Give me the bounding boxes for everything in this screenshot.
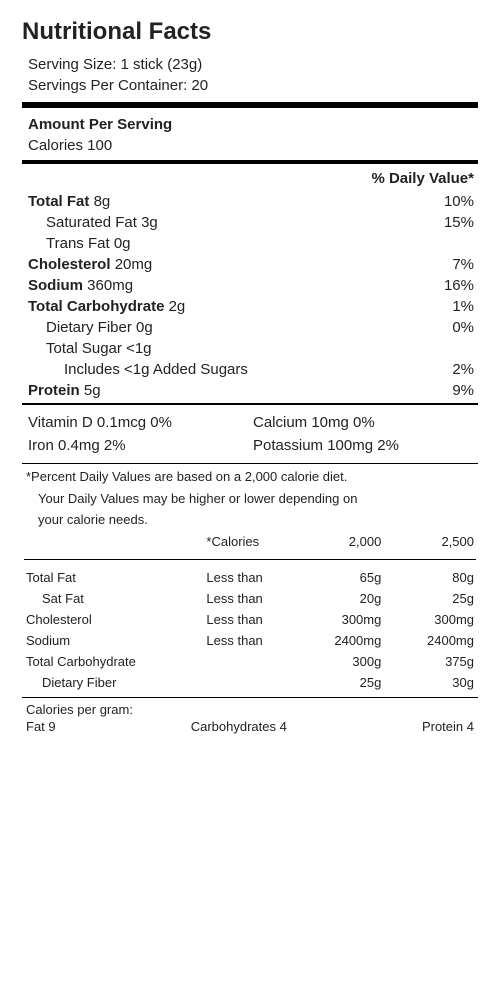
nutrient-dv: 1% bbox=[452, 298, 474, 315]
calories-per-gram-row: Fat 9 Carbohydrates 4 Protein 4 bbox=[22, 719, 478, 734]
calories-header: *Calories bbox=[204, 531, 304, 552]
footnote-line1: *Percent Daily Values are based on a 2,0… bbox=[26, 468, 478, 486]
nutrient-sat-fat: Saturated Fat 3g 15% bbox=[22, 214, 478, 231]
divider bbox=[22, 403, 478, 405]
table-row: Sat Fat Less than 20g 25g bbox=[22, 588, 478, 609]
calcium: Calcium 10mg 0% bbox=[253, 414, 478, 431]
cpg-protein: Protein 4 bbox=[422, 719, 474, 734]
footnote-line3: your calorie needs. bbox=[26, 511, 478, 529]
nutrient-label: Sodium bbox=[28, 277, 83, 294]
nutrient-sodium: Sodium 360mg 16% bbox=[22, 277, 478, 294]
cpg-fat: Fat 9 bbox=[26, 719, 56, 734]
nutrient-amount: 0g bbox=[114, 235, 131, 252]
nutrient-amount: 3g bbox=[141, 214, 158, 231]
vitamins-grid: Vitamin D 0.1mcg 0% Calcium 10mg 0% Iron… bbox=[22, 411, 478, 457]
iron: Iron 0.4mg 2% bbox=[28, 437, 253, 454]
nutrient-dv: 15% bbox=[444, 214, 474, 231]
nutrient-amount: 360mg bbox=[87, 277, 133, 294]
nutrient-cholesterol: Cholesterol 20mg 7% bbox=[22, 256, 478, 273]
title: Nutritional Facts bbox=[22, 18, 478, 46]
nutrient-label: Total Fat bbox=[28, 193, 89, 210]
nutrient-amount: 8g bbox=[94, 193, 111, 210]
nutrient-amount: 0g bbox=[136, 319, 153, 336]
table-row: Dietary Fiber 25g 30g bbox=[22, 672, 478, 693]
daily-value-header: % Daily Value* bbox=[22, 170, 478, 187]
calories-per-gram-label: Calories per gram: bbox=[26, 702, 478, 717]
divider bbox=[22, 102, 478, 108]
nutrient-dv: 10% bbox=[444, 193, 474, 210]
nutrient-label: Trans Fat bbox=[46, 235, 110, 252]
nutrient-dv: 9% bbox=[452, 382, 474, 399]
col-2000-header: 2,000 bbox=[305, 531, 392, 552]
table-header-row: *Calories 2,000 2,500 bbox=[22, 531, 478, 552]
nutrient-trans-fat: Trans Fat 0g bbox=[22, 235, 478, 252]
divider bbox=[22, 697, 478, 698]
divider bbox=[24, 559, 476, 560]
nutrient-added-sugar: Includes <1g Added Sugars 2% bbox=[22, 361, 478, 378]
table-row: Total Carbohydrate 300g 375g bbox=[22, 651, 478, 672]
footnote-line2: Your Daily Values may be higher or lower… bbox=[26, 490, 478, 508]
serving-size: Serving Size: 1 stick (23g) bbox=[28, 56, 478, 73]
nutrient-amount: 5g bbox=[84, 382, 101, 399]
nutrient-label: Dietary Fiber bbox=[46, 319, 132, 336]
calories-line: Calories 100 bbox=[28, 137, 478, 154]
nutrient-protein: Protein 5g 9% bbox=[22, 382, 478, 399]
nutrient-total-carb: Total Carbohydrate 2g 1% bbox=[22, 298, 478, 315]
nutrient-dv: 16% bbox=[444, 277, 474, 294]
nutrient-amount: 20mg bbox=[115, 256, 153, 273]
table-row: Total Fat Less than 65g 80g bbox=[22, 567, 478, 588]
amount-per-serving-heading: Amount Per Serving bbox=[28, 116, 478, 133]
nutrient-total-fat: Total Fat 8g 10% bbox=[22, 193, 478, 210]
servings-per-container: Servings Per Container: 20 bbox=[28, 77, 478, 94]
nutrient-dv: 7% bbox=[452, 256, 474, 273]
nutrient-label: Protein bbox=[28, 382, 80, 399]
table-row: Sodium Less than 2400mg 2400mg bbox=[22, 630, 478, 651]
nutrient-label: Total Sugar bbox=[46, 340, 122, 357]
dv-reference-table: *Calories 2,000 2,500 Total Fat Less tha… bbox=[22, 531, 478, 693]
nutrient-amount: <1g bbox=[126, 340, 151, 357]
nutrient-sugar: Total Sugar <1g bbox=[22, 340, 478, 357]
nutrient-amount: 2g bbox=[169, 298, 186, 315]
nutrient-label: Includes <1g Added Sugars bbox=[64, 361, 248, 378]
divider bbox=[22, 463, 478, 464]
nutrient-label: Cholesterol bbox=[28, 256, 111, 273]
divider bbox=[22, 160, 478, 164]
col-2500-header: 2,500 bbox=[391, 531, 478, 552]
nutrient-label: Total Carbohydrate bbox=[28, 298, 164, 315]
cpg-carb: Carbohydrates 4 bbox=[191, 719, 287, 734]
nutrient-dv: 0% bbox=[452, 319, 474, 336]
nutrient-label: Saturated Fat bbox=[46, 214, 137, 231]
potassium: Potassium 100mg 2% bbox=[253, 437, 478, 454]
nutrient-dv: 2% bbox=[452, 361, 474, 378]
vitamin-d: Vitamin D 0.1mcg 0% bbox=[28, 414, 253, 431]
table-row: Cholesterol Less than 300mg 300mg bbox=[22, 609, 478, 630]
nutrient-fiber: Dietary Fiber 0g 0% bbox=[22, 319, 478, 336]
